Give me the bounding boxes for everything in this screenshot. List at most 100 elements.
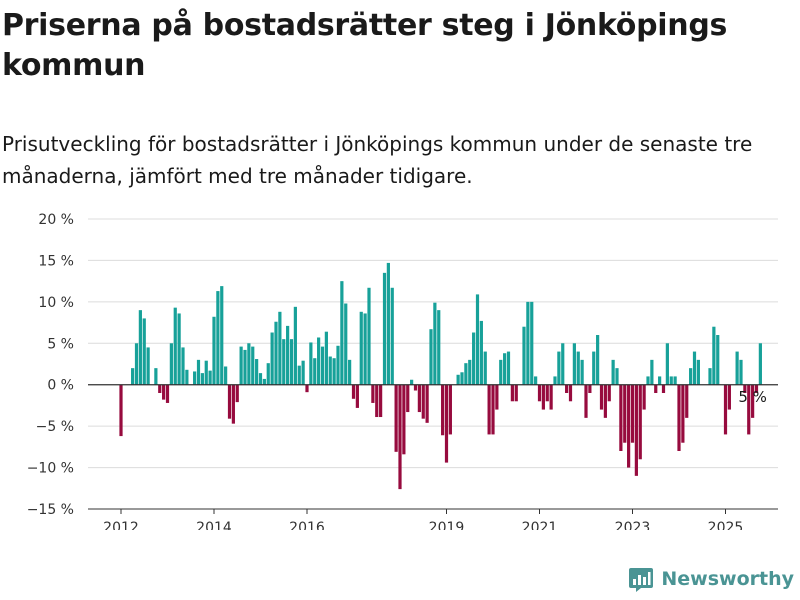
bar bbox=[208, 370, 212, 385]
bar bbox=[363, 313, 367, 385]
bar bbox=[580, 359, 584, 385]
bar bbox=[262, 378, 266, 385]
bar bbox=[386, 262, 390, 385]
x-tick-label: 2012 bbox=[103, 520, 139, 530]
bar bbox=[258, 373, 263, 385]
bar bbox=[390, 287, 394, 385]
bar bbox=[239, 346, 243, 385]
bar bbox=[417, 384, 421, 413]
bar bbox=[278, 311, 282, 385]
bar bbox=[751, 384, 755, 418]
x-tick-label: 2025 bbox=[708, 520, 744, 530]
bar bbox=[270, 332, 274, 385]
bar bbox=[282, 339, 286, 385]
bar bbox=[301, 360, 305, 385]
bar bbox=[669, 376, 673, 385]
bar bbox=[572, 343, 576, 385]
bar bbox=[212, 316, 216, 385]
bar bbox=[344, 303, 348, 385]
bar bbox=[619, 384, 623, 451]
bar bbox=[375, 384, 379, 418]
bar bbox=[355, 384, 359, 408]
y-tick-label: 15 % bbox=[38, 253, 74, 269]
bar bbox=[146, 347, 150, 385]
bar bbox=[162, 384, 166, 400]
bar bbox=[224, 366, 228, 385]
bar bbox=[289, 339, 294, 385]
bar bbox=[421, 384, 425, 419]
bar bbox=[379, 384, 383, 418]
bar bbox=[758, 343, 762, 385]
bar bbox=[603, 384, 607, 418]
y-tick-label: −5 % bbox=[36, 419, 74, 435]
bar bbox=[650, 359, 654, 385]
bar bbox=[255, 359, 259, 385]
bar bbox=[712, 326, 716, 385]
bar bbox=[367, 287, 371, 385]
bar bbox=[743, 384, 747, 393]
bar bbox=[332, 358, 336, 385]
bar bbox=[530, 301, 534, 385]
bar bbox=[158, 384, 162, 393]
y-tick-label: −15 % bbox=[27, 502, 74, 518]
bar bbox=[177, 313, 181, 385]
x-tick-label: 2016 bbox=[289, 520, 325, 530]
bar bbox=[588, 384, 592, 393]
bar bbox=[514, 384, 518, 402]
bar bbox=[429, 329, 433, 385]
bar bbox=[274, 321, 278, 385]
bar bbox=[565, 384, 569, 393]
bar bbox=[134, 343, 139, 385]
grid-lines bbox=[88, 218, 778, 510]
bar bbox=[181, 347, 185, 385]
annotations: 5 % bbox=[738, 388, 767, 406]
bar bbox=[623, 384, 627, 443]
bar bbox=[549, 384, 553, 410]
bar bbox=[723, 384, 728, 435]
bar bbox=[359, 311, 363, 385]
bar bbox=[739, 359, 743, 385]
bar bbox=[119, 384, 123, 437]
y-tick-label: 0 % bbox=[47, 378, 74, 394]
bar bbox=[685, 384, 689, 418]
bar bbox=[204, 360, 208, 385]
bar bbox=[553, 376, 557, 385]
bar bbox=[200, 373, 204, 385]
bar bbox=[472, 332, 476, 385]
brand-name: Newsworthy bbox=[661, 568, 794, 590]
y-axis-tick-labels: 20 % 15 % 10 % 5 % 0 % −5 % −10 % −15 % bbox=[27, 212, 74, 518]
bar bbox=[611, 359, 615, 385]
bar bbox=[592, 351, 596, 385]
bar bbox=[630, 384, 635, 443]
x-tick-label: 2019 bbox=[429, 520, 465, 530]
bar bbox=[692, 351, 697, 385]
bar bbox=[677, 384, 681, 451]
bar bbox=[557, 351, 561, 385]
bar bbox=[747, 384, 751, 435]
bar bbox=[561, 343, 565, 385]
bar bbox=[696, 359, 700, 385]
bar bbox=[495, 384, 499, 410]
bar bbox=[634, 384, 638, 476]
bar bbox=[534, 376, 538, 385]
bar bbox=[727, 384, 731, 410]
bar bbox=[433, 302, 437, 385]
bar bbox=[398, 384, 402, 490]
bar bbox=[131, 368, 135, 385]
bar bbox=[568, 384, 573, 402]
bar bbox=[371, 384, 375, 403]
bar bbox=[309, 342, 313, 385]
x-axis: 2012 2014 2016 2019 2021 2023 2025 bbox=[88, 384, 778, 530]
chart-subtitle: Prisutveckling för bostadsrätter i Jönkö… bbox=[2, 132, 753, 188]
bar bbox=[286, 325, 290, 385]
last-value-label: 5 % bbox=[738, 388, 767, 406]
bar bbox=[658, 376, 662, 385]
bar bbox=[506, 351, 511, 385]
bar bbox=[545, 384, 549, 402]
bar bbox=[324, 331, 328, 385]
bar bbox=[336, 345, 340, 385]
bar bbox=[142, 318, 146, 385]
chart-title: Priserna på bostadsrätter steg i Jönköpi… bbox=[2, 8, 728, 83]
bar bbox=[735, 351, 739, 385]
bar bbox=[266, 363, 270, 385]
